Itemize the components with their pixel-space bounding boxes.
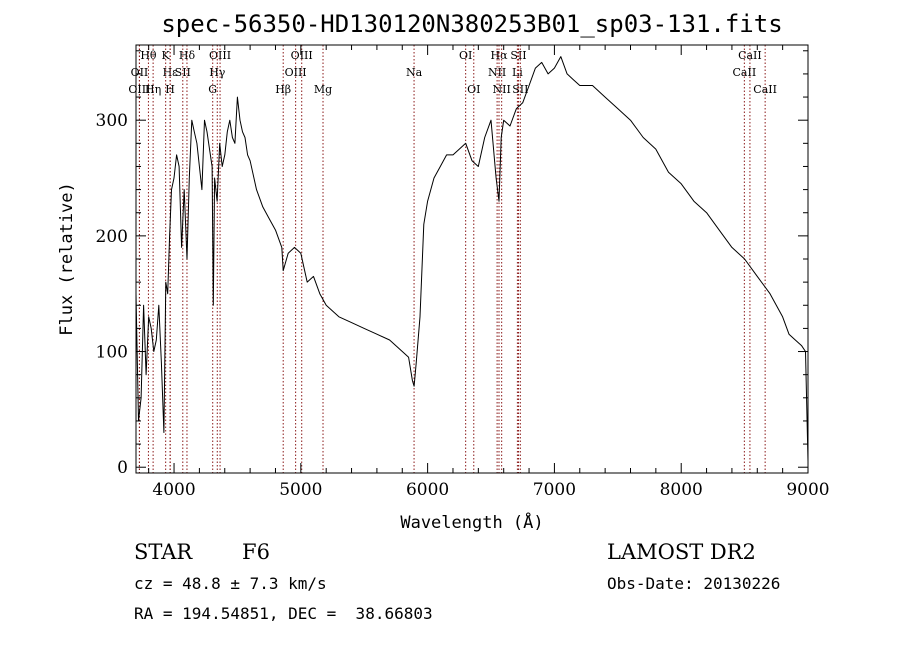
spectral-line-label: NII: [493, 83, 511, 96]
object-subclass: F6: [242, 540, 270, 564]
y-tick-label: 100: [96, 343, 128, 363]
x-tick-label: 5000: [279, 480, 322, 500]
spectral-line-label: SII: [175, 66, 191, 79]
spectral-line-label: OIII: [209, 49, 231, 62]
spectral-line-label: CaII: [733, 66, 757, 79]
spectral-line-label: CaII: [753, 83, 777, 96]
object-class: STAR: [134, 540, 193, 564]
spectral-line-label: H: [165, 83, 175, 96]
x-tick-label: 8000: [660, 480, 703, 500]
spectral-line-label: Hη: [145, 83, 161, 96]
spectral-line-label: OI: [467, 83, 480, 96]
spectral-line-label: Hδ: [179, 49, 196, 62]
spectrum-line: [135, 56, 809, 462]
spectral-line-label: NII: [488, 66, 506, 79]
y-tick-label: 200: [96, 227, 128, 247]
spectral-line-label: Na: [406, 66, 423, 79]
chart-title: spec-56350-HD130120N380253B01_sp03-131.f…: [161, 10, 782, 38]
x-tick-label: 6000: [406, 480, 449, 500]
spectral-line-label: G: [208, 83, 217, 96]
spectral-line-label: Hε: [163, 66, 179, 79]
x-tick-label: 9000: [786, 480, 829, 500]
redshift-cz: cz = 48.8 ± 7.3 km/s: [134, 574, 327, 593]
spectral-line-label: Mg: [314, 83, 332, 96]
spectral-line-label: OII: [131, 66, 149, 79]
spectral-line-label: Hβ: [275, 83, 291, 96]
spectral-line-label: OI: [459, 49, 472, 62]
spectral-line-label: Hθ: [140, 49, 157, 62]
spectral-line-label: SII: [510, 49, 526, 62]
spectral-line-label: OIII: [128, 83, 150, 96]
x-tick-label: 7000: [533, 480, 576, 500]
spectral-line-label: OIII: [291, 49, 313, 62]
coordinates: RA = 194.54851, DEC = 38.66803: [134, 604, 433, 623]
spectral-line-label: Li: [512, 66, 523, 79]
survey-name: LAMOST DR2: [607, 540, 756, 564]
x-axis-label: Wavelength (Å): [400, 511, 543, 533]
spectral-line-label: Hα: [490, 49, 508, 62]
spectral-line-label: Hγ: [209, 66, 226, 79]
y-tick-label: 0: [117, 458, 128, 478]
spectral-line-label: SII: [512, 83, 528, 96]
y-axis-ticks: 0 100 200 300: [96, 50, 808, 478]
spectral-line-label: K: [162, 49, 171, 62]
spectral-line-label: OIII: [285, 66, 307, 79]
observation-date: Obs-Date: 20130226: [607, 574, 781, 593]
spectral-line-label: CaII: [738, 49, 762, 62]
x-axis-ticks: 4000 5000 6000 7000 8000 9000: [148, 45, 830, 500]
y-tick-label: 300: [96, 111, 128, 131]
x-tick-label: 4000: [152, 480, 195, 500]
y-axis-label: Flux (relative): [57, 182, 77, 336]
